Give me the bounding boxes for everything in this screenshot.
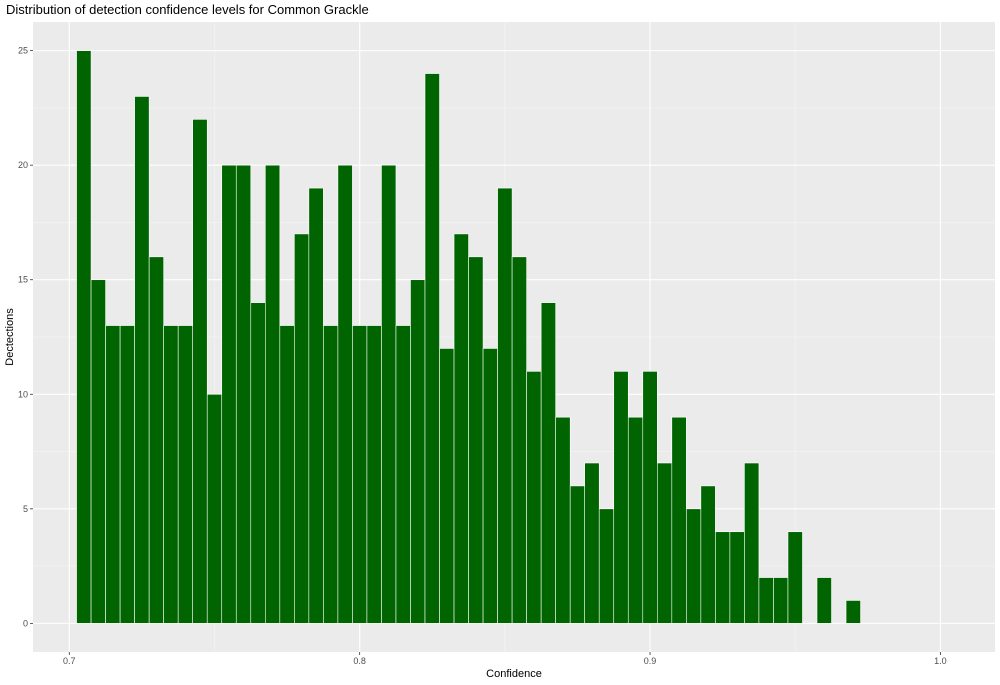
- histogram-bar: [816, 577, 832, 624]
- histogram-bar: [598, 508, 615, 624]
- histogram-bar: [569, 485, 586, 624]
- y-tick-label: 15: [18, 275, 28, 285]
- x-tick-label: 0.9: [644, 656, 657, 666]
- histogram-bar: [148, 256, 164, 624]
- histogram-bar: [642, 371, 658, 624]
- histogram-bar: [352, 325, 368, 624]
- histogram-bar: [526, 371, 542, 624]
- histogram-bar: [700, 485, 716, 624]
- x-tick-label: 1.0: [934, 656, 947, 666]
- histogram-bar: [729, 531, 745, 624]
- histogram-bar: [105, 325, 121, 624]
- histogram-bar: [773, 577, 789, 624]
- y-tick-label: 20: [18, 160, 28, 170]
- x-axis: 0.7 0.8 0.9 1.0: [63, 652, 947, 666]
- histogram-bar: [482, 348, 498, 624]
- histogram-bar: [845, 600, 861, 624]
- histogram-bar: [744, 462, 760, 624]
- x-tick-label: 0.8: [353, 656, 366, 666]
- y-tick-label: 10: [18, 389, 28, 399]
- bars: [76, 50, 861, 624]
- x-tick-label: 0.7: [63, 656, 76, 666]
- histogram-bar: [715, 531, 731, 624]
- histogram-bar: [671, 416, 687, 624]
- histogram-bar: [627, 416, 644, 624]
- y-tick-label: 25: [18, 46, 28, 56]
- histogram-bar: [511, 256, 527, 624]
- histogram-bar: [163, 325, 179, 624]
- histogram-bar: [308, 187, 324, 624]
- histogram-bar: [497, 187, 513, 624]
- histogram-bar: [323, 325, 339, 624]
- histogram-bar: [656, 462, 673, 624]
- histogram-bar: [235, 164, 252, 624]
- x-axis-label: Confidence: [486, 668, 542, 680]
- histogram-bar: [410, 279, 426, 624]
- histogram-bar: [381, 164, 397, 624]
- histogram-bar: [555, 416, 571, 624]
- histogram-bar: [366, 325, 382, 624]
- y-tick-label: 5: [23, 504, 28, 514]
- histogram-bar: [264, 164, 281, 624]
- histogram-bar: [192, 119, 208, 624]
- y-tick-label: 0: [23, 618, 28, 628]
- histogram-bar: [119, 325, 135, 624]
- histogram-bar: [686, 508, 702, 624]
- histogram-bar: [177, 325, 194, 624]
- histogram-bar: [468, 256, 484, 624]
- histogram-bar: [76, 50, 92, 624]
- histogram-bar: [279, 325, 295, 624]
- histogram-bar: [424, 73, 440, 624]
- histogram-bar: [453, 233, 469, 624]
- y-axis-label: Dectections: [4, 308, 16, 366]
- histogram-bar: [439, 348, 455, 624]
- histogram-bar: [206, 393, 223, 624]
- histogram-bar: [613, 371, 629, 624]
- histogram-bar: [134, 96, 150, 624]
- histogram-bar: [294, 233, 310, 624]
- chart-title: Distribution of detection confidence lev…: [6, 2, 369, 17]
- histogram-bar: [90, 279, 106, 624]
- histogram-bar: [221, 164, 237, 624]
- histogram-bar: [395, 325, 411, 624]
- histogram-bar: [250, 302, 266, 624]
- histogram-bar: [787, 531, 803, 624]
- y-axis: 0 5 10 15 20 25: [18, 46, 33, 628]
- histogram-bar: [540, 302, 556, 624]
- histogram-bar: [337, 164, 353, 624]
- histogram-bar: [758, 577, 774, 624]
- histogram-bar: [584, 462, 600, 624]
